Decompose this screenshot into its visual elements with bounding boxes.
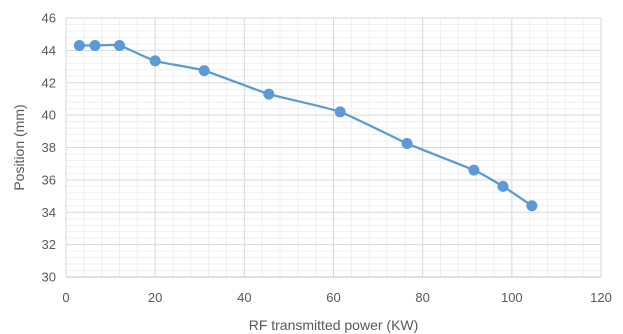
- x-tick-label: 100: [501, 290, 523, 305]
- data-point: [401, 137, 413, 149]
- y-tick-label: 32: [42, 237, 56, 252]
- data-point: [526, 200, 538, 212]
- data-point: [149, 55, 161, 67]
- data-point: [198, 65, 210, 77]
- x-tick-label: 0: [62, 290, 69, 305]
- x-axis-title: RF transmitted power (KW): [249, 317, 419, 333]
- y-tick-label: 36: [42, 172, 56, 187]
- y-tick-label: 34: [42, 205, 56, 220]
- series-line: [79, 43, 533, 207]
- data-point: [263, 88, 275, 100]
- y-tick-label: 30: [42, 270, 56, 285]
- y-axis-title: Position (mm): [11, 104, 27, 190]
- data-point: [334, 106, 346, 118]
- y-tick-label: 44: [42, 43, 56, 58]
- x-tick-label: 60: [326, 290, 340, 305]
- data-point: [89, 40, 101, 52]
- series-layer: [73, 40, 538, 212]
- data-point: [468, 164, 480, 176]
- data-point: [114, 40, 125, 52]
- y-tick-label: 38: [42, 140, 56, 155]
- x-tick-label: 120: [590, 290, 612, 305]
- major-gridlines: [65, 17, 602, 277]
- data-point: [73, 40, 85, 52]
- x-tick-label: 20: [148, 290, 162, 305]
- y-tick-label: 46: [42, 11, 56, 26]
- y-tick-label: 42: [42, 75, 56, 90]
- x-tick-label: 80: [415, 290, 429, 305]
- x-tick-labels: 0 20 40 60 80 100 120: [62, 290, 611, 305]
- data-point: [497, 180, 509, 192]
- y-tick-labels: 30 32 34 36 38 40 42 44 46: [42, 11, 56, 285]
- y-tick-label: 40: [42, 108, 56, 123]
- x-tick-label: 40: [237, 290, 251, 305]
